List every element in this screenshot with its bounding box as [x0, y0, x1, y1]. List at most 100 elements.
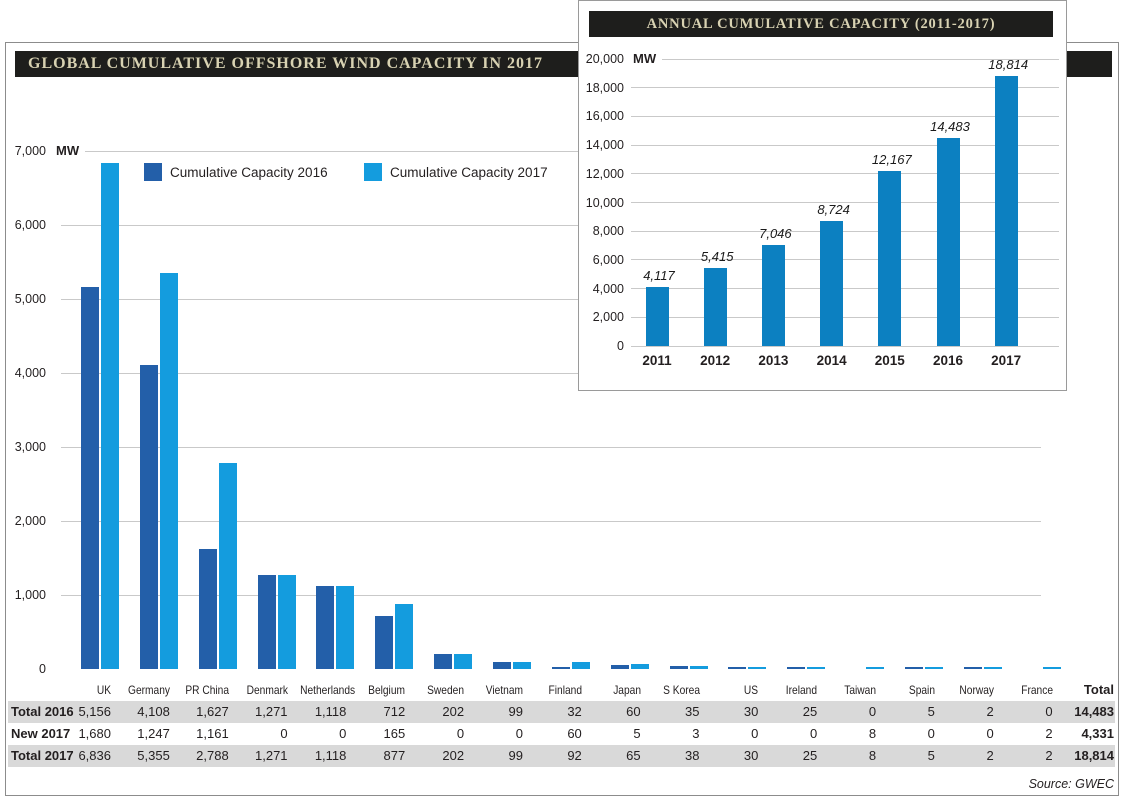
- inset-value-label: 8,724: [817, 202, 850, 217]
- table-cell: 6,836: [78, 748, 111, 763]
- bar-2016: [81, 287, 99, 669]
- inset-year-label: 2015: [874, 353, 905, 368]
- inset-grid-line: [631, 230, 1059, 232]
- grid-line: [61, 372, 1041, 374]
- inset-year-label: 2013: [758, 353, 789, 368]
- bar-2017: [689, 666, 708, 669]
- country-column-header: France: [1020, 683, 1053, 697]
- table-row-band: [8, 701, 1115, 723]
- main-title: GLOBAL CUMULATIVE OFFSHORE WIND CAPACITY…: [28, 55, 544, 72]
- bar-2017: [571, 662, 590, 669]
- inset-value-label: 12,167: [871, 152, 912, 167]
- inset-year-label: 2011: [642, 353, 672, 368]
- table-cell: 60: [626, 704, 641, 719]
- inset-y-tick-label: 6,000: [592, 252, 624, 267]
- source-note: Source: GWEC: [1028, 777, 1114, 791]
- country-column-header: Ireland: [785, 683, 818, 697]
- country-column-header: Finland: [548, 683, 582, 697]
- country-column-header: Spain: [908, 683, 935, 697]
- inset-y-tick-label: 8,000: [592, 224, 624, 239]
- country-column-header: UK: [96, 683, 111, 697]
- table-cell: 202: [442, 748, 465, 763]
- table-cell: 1,680: [78, 726, 111, 741]
- grid-line: [61, 150, 1041, 152]
- table-cell: 5: [633, 726, 641, 741]
- bar-2017: [454, 654, 473, 669]
- country-column-header: Netherlands: [300, 683, 356, 697]
- inset-grid-line: [631, 173, 1059, 175]
- row-label: New 2017: [11, 726, 71, 741]
- inset-value-label: 18,814: [988, 57, 1029, 72]
- table-cell: 30: [743, 748, 759, 763]
- inset-grid-line: [631, 202, 1059, 203]
- bar-2017: [983, 667, 1002, 669]
- legend-label-2017: Cumulative Capacity 2017: [390, 165, 548, 180]
- legend-swatch-2017: [364, 163, 382, 181]
- table-cell: 2: [1045, 726, 1053, 741]
- y-tick-label: 0: [39, 662, 46, 676]
- grid-line: [61, 298, 1041, 300]
- row-label: Total 2016: [11, 704, 74, 719]
- table-cell: 1,271: [255, 704, 288, 719]
- inset-y-tick-label: 14,000: [585, 138, 624, 153]
- inset-bar: [878, 171, 902, 346]
- row-label: Total 2017: [11, 748, 74, 763]
- inset-y-tick-label: 2,000: [592, 310, 624, 325]
- bar-2017: [336, 586, 355, 669]
- bar-2017: [218, 463, 237, 669]
- table-cell: 1,118: [314, 704, 347, 719]
- table-cell: 5,355: [137, 748, 170, 763]
- table-cell: 65: [626, 748, 641, 763]
- table-cell: 1,271: [255, 748, 288, 763]
- table-cell: 35: [685, 704, 700, 719]
- inset-bar: [994, 76, 1018, 346]
- inset-grid-line: [631, 345, 1059, 347]
- inset-bar: [645, 287, 669, 346]
- table-cell: 2: [986, 748, 994, 763]
- bar-2017: [1042, 667, 1061, 669]
- main-bar-chart: 0 1,000 2,000 3,000 4,000 5,000 6,000 7,000: [6, 43, 1118, 795]
- bar-2016: [551, 667, 570, 669]
- inset-value-label: 14,483: [930, 119, 970, 134]
- country-column-header: US: [744, 683, 759, 697]
- bar-2017: [159, 273, 178, 669]
- table-cell: 0: [515, 726, 523, 741]
- inset-y-tick-label: 18,000: [585, 80, 624, 95]
- inset-y-tick-label: 12,000: [585, 166, 624, 181]
- y-tick-label: 1,000: [14, 588, 46, 602]
- inset-bar: [936, 138, 960, 346]
- table-cell: 30: [743, 704, 759, 719]
- country-column-header: Germany: [127, 683, 170, 697]
- bar-2017: [630, 664, 649, 669]
- table-cell: 2,788: [196, 748, 229, 763]
- table-row-band: [8, 745, 1115, 767]
- inset-title-bar: ANNUAL CUMULATIVE CAPACITY (2011-2017): [589, 11, 1053, 37]
- y-tick-label: 2,000: [14, 514, 46, 528]
- table-cell: 0: [751, 726, 759, 741]
- inset-unit-label: MW: [631, 50, 663, 68]
- inset-year-label: 2017: [991, 353, 1022, 368]
- country-column-header: Sweden: [427, 683, 465, 697]
- inset-grid-line: [631, 316, 1059, 318]
- table-cell: 2: [986, 704, 994, 719]
- country-column-header: Taiwan: [844, 683, 877, 697]
- table-cell: 3: [692, 726, 700, 741]
- y-tick-label: 4,000: [14, 366, 46, 380]
- bar-2016: [904, 667, 923, 669]
- grid-line: [61, 520, 1041, 522]
- inset-y-tick-label: 10,000: [585, 195, 624, 210]
- inset-y-tick-label: 20,000: [585, 52, 624, 66]
- country-column-header: Norway: [959, 683, 994, 697]
- table-cell: 4,108: [137, 704, 170, 719]
- bar-2016: [963, 667, 982, 669]
- inset-value-label: 4,117: [643, 268, 675, 283]
- table-cell: 712: [383, 704, 406, 719]
- country-column-header: Japan: [612, 683, 641, 697]
- table-cell: 5,156: [78, 704, 111, 719]
- table-cell: 32: [567, 704, 582, 719]
- inset-grid-line: [631, 58, 1059, 60]
- table-cell: 99: [508, 748, 523, 763]
- table-cell: 0: [927, 726, 935, 741]
- table-cell: 0: [868, 704, 877, 719]
